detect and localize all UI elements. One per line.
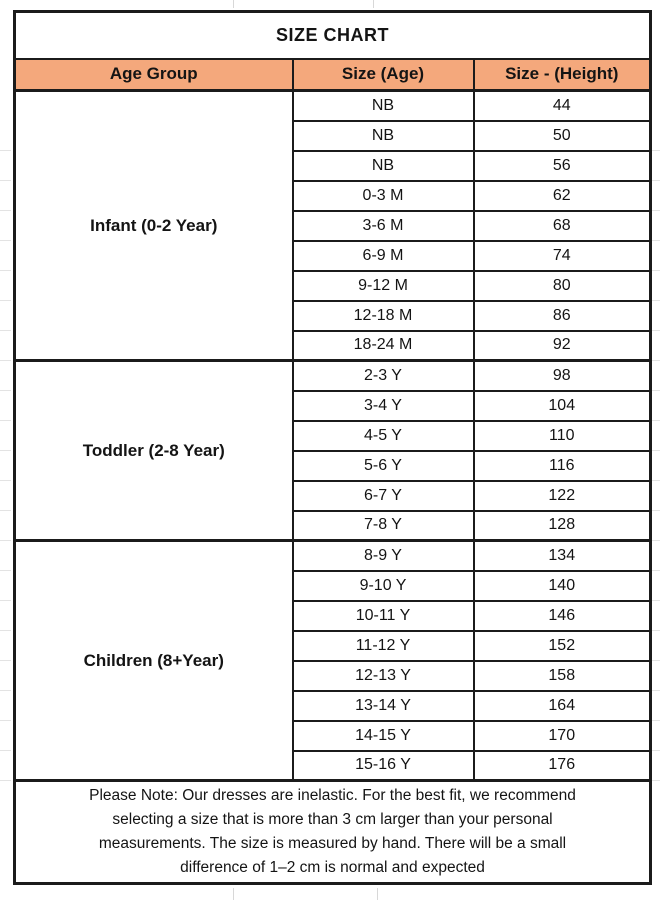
spreadsheet-gridline-stub (233, 0, 234, 8)
size-age-cell: NB (291, 89, 475, 122)
size-age-cell: 7-8 Y (291, 509, 475, 542)
note-line: difference of 1–2 cm is normal and expec… (180, 859, 485, 876)
size-age-cell: 9-12 M (291, 269, 475, 302)
size-age-cell: 3-4 Y (291, 389, 475, 422)
size-age-cell: 15-16 Y (291, 749, 475, 782)
table-row: Children (8+Year) 8-9 Y 134 (13, 539, 652, 782)
column-header-size-height: Size - (Height) (472, 57, 652, 92)
size-height-cell: 98 (472, 359, 652, 392)
spreadsheet-gridlines-right (651, 121, 660, 786)
age-group-cell: Children (8+Year) (13, 539, 294, 782)
size-age-cell: 6-9 M (291, 239, 475, 272)
table-row: 4-5 Y 110 (15, 419, 652, 452)
size-age-cell: 4-5 Y (291, 419, 475, 452)
size-height-cell: 152 (472, 629, 652, 662)
size-age-cell: 3-6 M (291, 209, 475, 242)
table-row: 0-3 M 62 (15, 179, 652, 212)
size-height-cell: 146 (472, 599, 652, 632)
size-height-cell: 128 (472, 509, 652, 542)
size-age-cell: 0-3 M (291, 179, 475, 212)
size-age-cell: 13-14 Y (291, 689, 475, 722)
table-row: 9-10 Y 140 (15, 569, 652, 602)
size-height-cell: 50 (472, 119, 652, 152)
size-height-cell: 86 (472, 299, 652, 332)
note-line: selecting a size that is more than 3 cm … (112, 811, 553, 828)
size-age-cell: 2-3 Y (291, 359, 475, 392)
size-age-cell: 10-11 Y (291, 599, 475, 632)
size-height-cell: 110 (472, 419, 652, 452)
table-row: NB 50 (15, 119, 652, 152)
size-height-cell: 134 (472, 539, 652, 572)
size-height-cell: 164 (472, 689, 652, 722)
table-row: 9-12 M 80 (15, 269, 652, 302)
size-age-cell: 12-18 M (291, 299, 475, 332)
table-row: 13-14 Y 164 (15, 689, 652, 722)
size-height-cell: 80 (472, 269, 652, 302)
chart-title-row: SIZE CHART (13, 10, 652, 60)
size-age-cell: NB (291, 119, 475, 152)
size-height-cell: 140 (472, 569, 652, 602)
table-row: 6-7 Y 122 (15, 479, 652, 512)
size-age-cell: 11-12 Y (291, 629, 475, 662)
age-group-cell: Infant (0-2 Year) (13, 89, 294, 362)
size-height-cell: 56 (472, 149, 652, 182)
age-group-cell: Toddler (2-8 Year) (13, 359, 294, 542)
size-height-cell: 44 (472, 89, 652, 122)
size-height-cell: 170 (472, 719, 652, 752)
note-line: Please Note: Our dresses are inelastic. … (89, 787, 576, 804)
spreadsheet-gridline-stub (377, 888, 378, 900)
column-header-row: Age Group Size (Age) Size - (Height) (13, 57, 652, 92)
note-line: measurements. The size is measured by ha… (98, 835, 567, 852)
size-height-cell: 116 (472, 449, 652, 482)
table-row: 14-15 Y 170 (15, 719, 652, 752)
spreadsheet-gridlines-left (0, 121, 11, 786)
table-row: 6-9 M 74 (15, 239, 652, 272)
size-height-cell: 122 (472, 479, 652, 512)
column-header-age-group: Age Group (13, 57, 294, 92)
spreadsheet-gridline-stub (233, 888, 234, 900)
size-age-cell: 18-24 M (291, 329, 475, 362)
table-row: 12-13 Y 158 (15, 659, 652, 692)
table-row: 12-18 M 86 (15, 299, 652, 332)
size-height-cell: 158 (472, 659, 652, 692)
size-height-cell: 92 (472, 329, 652, 362)
table-row: NB 56 (15, 149, 652, 182)
table-row: 3-4 Y 104 (15, 389, 652, 422)
please-note-text: Please Note: Our dresses are inelastic. … (13, 779, 652, 885)
size-height-cell: 176 (472, 749, 652, 782)
table-row: 11-12 Y 152 (15, 629, 652, 662)
size-age-cell: NB (291, 149, 475, 182)
table-row: 15-16 Y 176 (15, 749, 652, 782)
size-age-cell: 8-9 Y (291, 539, 475, 572)
table-row: 18-24 M 92 (15, 329, 652, 362)
size-age-cell: 9-10 Y (291, 569, 475, 602)
size-height-cell: 68 (472, 209, 652, 242)
size-height-cell: 104 (472, 389, 652, 422)
size-age-cell: 6-7 Y (291, 479, 475, 512)
table-row: 3-6 M 68 (15, 209, 652, 242)
size-age-cell: 5-6 Y (291, 449, 475, 482)
size-chart-table: SIZE CHART Age Group Size (Age) Size - (… (13, 10, 653, 885)
spreadsheet-gridline-stub (373, 0, 374, 8)
size-age-cell: 14-15 Y (291, 719, 475, 752)
table-row: 5-6 Y 116 (15, 449, 652, 482)
table-row: Infant (0-2 Year) NB 44 (13, 89, 652, 362)
size-height-cell: 74 (472, 239, 652, 272)
chart-title: SIZE CHART (13, 10, 652, 60)
table-row: Toddler (2-8 Year) 2-3 Y 98 (13, 359, 652, 542)
table-row: 10-11 Y 146 (15, 599, 652, 632)
size-chart-body: Infant (0-2 Year) NB 44 NB 50 NB 56 0-3 M 62 3-6 … (13, 89, 652, 782)
note-row: Please Note: Our dresses are inelastic. … (13, 779, 652, 885)
table-row: 7-8 Y 128 (15, 509, 652, 542)
size-age-cell: 12-13 Y (291, 659, 475, 692)
size-height-cell: 62 (472, 179, 652, 212)
column-header-size-age: Size (Age) (291, 57, 475, 92)
